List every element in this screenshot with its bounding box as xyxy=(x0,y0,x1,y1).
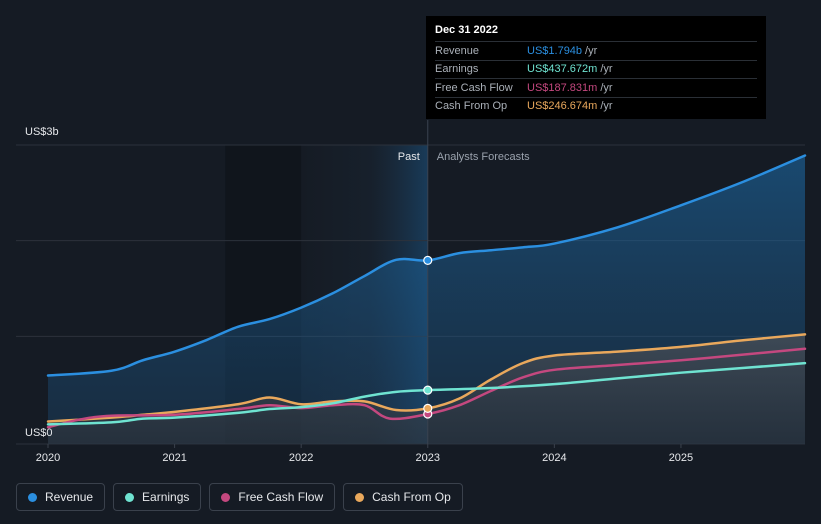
legend-item-revenue[interactable]: Revenue xyxy=(16,483,106,511)
earnings-marker xyxy=(423,385,433,395)
legend-dot-icon xyxy=(125,492,135,502)
tooltip-label: Earnings xyxy=(435,63,479,76)
x-tick-label: 2022 xyxy=(289,452,313,464)
legend-item-free-cash-flow[interactable]: Free Cash Flow xyxy=(209,483,336,511)
x-tick-label: 2023 xyxy=(416,452,440,464)
y-axis-bottom-label: US$0 xyxy=(25,427,53,439)
legend-dot-icon xyxy=(28,492,37,502)
free-cash-flow-line xyxy=(46,347,807,429)
tooltip-value: US$1.794b xyxy=(527,44,583,57)
tooltip-value: US$246.674m xyxy=(527,100,598,113)
tooltip-row-revenue: Revenue US$1.794b /yr xyxy=(435,41,757,60)
lower-series-area xyxy=(48,334,805,444)
tooltip-row-free-cash-flow: Free Cash Flow US$187.831m /yr xyxy=(435,78,757,97)
legend-label: Earnings xyxy=(142,490,190,504)
revenue-line xyxy=(46,154,807,377)
tooltip: Dec 31 2022 Revenue US$1.794b /yr Earnin… xyxy=(426,16,766,119)
x-tick-label: 2025 xyxy=(669,452,693,464)
forecast-label: Analysts Forecasts xyxy=(437,151,530,163)
legend-label: Revenue xyxy=(45,490,94,504)
tooltip-row-cash-from-op: Cash From Op US$246.674m /yr xyxy=(435,96,757,116)
y-axis-top-label: US$3b xyxy=(25,126,59,138)
legend-label: Free Cash Flow xyxy=(238,490,324,504)
legend-dot-icon xyxy=(221,492,231,502)
tooltip-label: Free Cash Flow xyxy=(435,81,513,94)
tooltip-row-earnings: Earnings US$437.672m /yr xyxy=(435,59,757,79)
earnings-line xyxy=(46,361,807,426)
tooltip-date: Dec 31 2022 xyxy=(435,24,498,36)
tooltip-value: US$437.672m xyxy=(527,63,598,76)
tooltip-unit: /yr xyxy=(600,81,613,94)
cash-from-op-marker xyxy=(423,403,433,414)
x-tick-label: 2020 xyxy=(36,452,60,464)
legend-dot-icon xyxy=(355,492,365,502)
legend-item-earnings[interactable]: Earnings xyxy=(113,483,202,511)
cash-from-op-line xyxy=(46,333,807,423)
legend-item-cash-from-op[interactable]: Cash From Op xyxy=(343,483,463,511)
legend: Revenue Earnings Free Cash Flow Cash Fro… xyxy=(16,483,463,511)
x-tick-label: 2024 xyxy=(542,452,566,464)
tooltip-value: US$187.831m xyxy=(527,81,598,94)
tooltip-unit: /yr xyxy=(600,100,613,113)
legend-label: Cash From Op xyxy=(372,490,451,504)
past-label: Past xyxy=(398,151,420,163)
tooltip-label: Revenue xyxy=(435,44,480,57)
tooltip-label: Cash From Op xyxy=(435,100,508,113)
tooltip-unit: /yr xyxy=(585,44,598,57)
tooltip-unit: /yr xyxy=(600,63,613,76)
x-tick-label: 2021 xyxy=(162,452,186,464)
revenue-marker xyxy=(423,255,433,265)
